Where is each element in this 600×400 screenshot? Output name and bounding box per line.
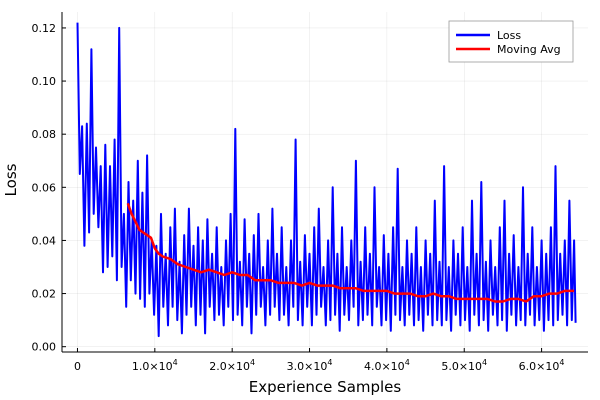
y-tick-label: 0.02 <box>32 288 57 301</box>
x-tick-label: 2.0×104 <box>209 358 255 373</box>
y-axis-title: Loss <box>2 163 20 196</box>
x-axis-ticks: 0 1.0×104 2.0×104 3.0×104 4.0×104 5.0×104 6.0×… <box>74 348 565 373</box>
legend-loss-label: Loss <box>497 29 521 42</box>
y-axis-ticks: 0.00 0.02 0.04 0.06 0.08 0.10 0.12 <box>32 22 66 354</box>
x-tick-label: 1.0×104 <box>132 358 178 373</box>
legend-box <box>448 20 574 63</box>
axes <box>61 12 588 353</box>
x-axis-title: Experience Samples <box>249 378 402 396</box>
y-tick-label: 0.12 <box>32 22 57 35</box>
x-tick-label: 5.0×104 <box>441 358 487 373</box>
y-tick-label: 0.04 <box>32 234 57 247</box>
series-moving-avg-line <box>126 202 575 303</box>
legend: Loss Moving Avg <box>448 20 574 63</box>
y-tick-label: 0.10 <box>32 75 57 88</box>
x-tick-label: 3.0×104 <box>287 358 333 373</box>
y-tick-label: 0.08 <box>32 128 57 141</box>
series-loss-line <box>76 22 577 338</box>
legend-moving-avg-label: Moving Avg <box>497 43 561 56</box>
x-tick-label: 6.0×104 <box>519 358 565 373</box>
y-tick-label: 0.00 <box>32 341 57 354</box>
x-tick-label: 0 <box>74 360 81 373</box>
x-tick-label: 4.0×104 <box>364 358 410 373</box>
series-lines <box>76 22 577 338</box>
y-tick-label: 0.06 <box>32 181 57 194</box>
